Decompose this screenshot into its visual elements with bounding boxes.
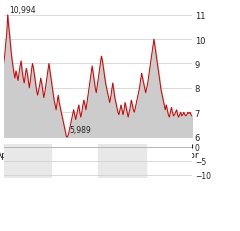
Text: 5,989: 5,989 bbox=[70, 126, 91, 135]
Bar bbox=[4, 144, 51, 178]
Bar bbox=[98, 144, 146, 178]
Text: 10,994: 10,994 bbox=[9, 6, 35, 15]
